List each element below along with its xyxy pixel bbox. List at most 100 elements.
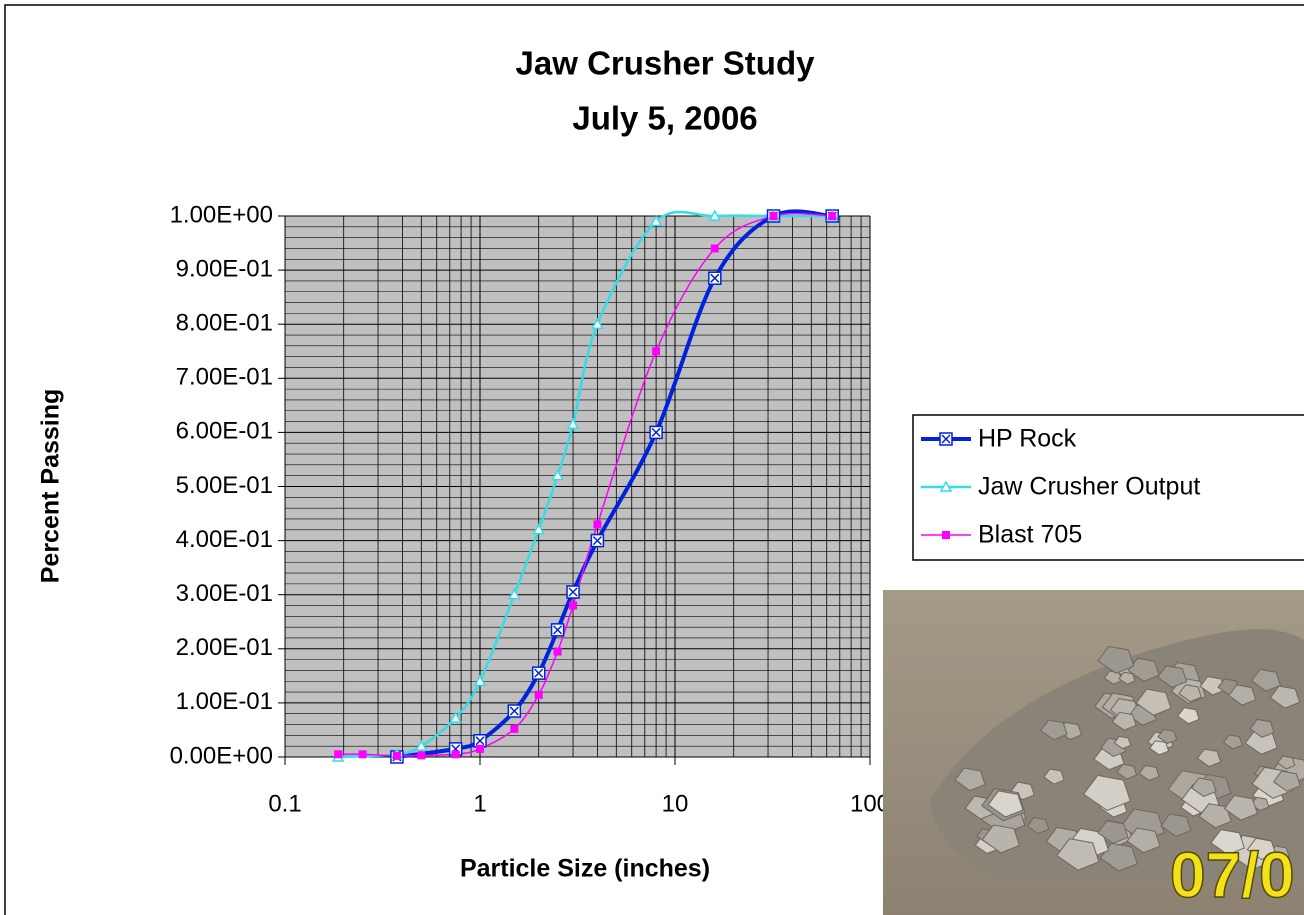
legend-marker <box>939 432 953 446</box>
rock <box>1097 645 1135 674</box>
marker-cross <box>475 736 485 746</box>
rock <box>1116 763 1138 780</box>
rock <box>1099 842 1138 872</box>
legend-marker <box>939 480 953 492</box>
legend-label: Blast 705 <box>978 521 1082 549</box>
chart-title: Jaw Crusher Study <box>516 45 816 82</box>
data-point <box>358 750 367 759</box>
marker-square <box>769 212 778 220</box>
data-point <box>507 704 522 718</box>
marker-triangle <box>415 739 428 751</box>
rock <box>1111 711 1137 731</box>
y-tick-label: 6.00E-01 <box>176 418 273 445</box>
marker-cross <box>710 273 720 283</box>
rock <box>954 767 986 792</box>
rock <box>987 790 1024 818</box>
data-point <box>551 469 564 481</box>
x-axis-label: Particle Size (inches) <box>460 855 710 883</box>
x-tick-label: 1 <box>473 790 486 817</box>
rock <box>1113 735 1132 750</box>
marker-square <box>392 751 401 760</box>
rock <box>1126 827 1161 854</box>
y-tick-label: 0.00E+00 <box>170 742 273 769</box>
rock <box>1082 774 1132 812</box>
data-point <box>769 212 778 220</box>
data-point <box>532 523 545 535</box>
series-line <box>338 212 833 757</box>
data-point <box>590 533 605 548</box>
marker-cross <box>534 668 544 678</box>
data-point <box>508 588 521 600</box>
marker-cross <box>651 427 661 437</box>
rock <box>1196 748 1222 768</box>
data-point <box>451 750 460 759</box>
legend-marker <box>942 531 950 539</box>
data-point <box>392 751 401 760</box>
rock <box>1249 718 1275 738</box>
y-tick-label: 3.00E-01 <box>176 580 273 607</box>
data-point <box>449 711 462 723</box>
rock <box>1228 684 1257 706</box>
rock <box>1276 755 1296 770</box>
marker-triangle <box>708 209 722 221</box>
data-point <box>531 666 546 680</box>
rock <box>1198 803 1232 829</box>
marker-triangle <box>591 317 604 329</box>
marker-triangle <box>566 417 580 430</box>
marker-square <box>710 244 719 253</box>
marker-square <box>553 647 562 656</box>
rock <box>1176 707 1200 725</box>
marker-square <box>451 750 460 759</box>
marker-square <box>334 750 343 759</box>
legend-label: Jaw Crusher Output <box>978 473 1200 501</box>
marker-triangle <box>449 711 462 723</box>
legend-label: HP Rock <box>978 425 1077 453</box>
photo: 07/0 <box>883 590 1304 915</box>
rock <box>1043 768 1065 785</box>
marker-square <box>569 601 578 610</box>
rock <box>1157 728 1178 744</box>
rock <box>1178 684 1202 703</box>
rock <box>1157 665 1188 688</box>
rock <box>1223 794 1258 821</box>
y-tick-label: 2.00E-01 <box>176 634 273 661</box>
data-point <box>708 271 722 285</box>
marker-square <box>417 751 426 760</box>
rock <box>981 824 1021 854</box>
y-tick-label: 8.00E-01 <box>176 310 273 337</box>
marker-square <box>942 531 950 539</box>
marker-triangle <box>649 214 663 227</box>
marker-square <box>593 520 602 529</box>
data-point <box>510 724 519 733</box>
marker-square <box>358 750 367 759</box>
y-tick-label: 5.00E-01 <box>176 472 273 499</box>
rock <box>1149 740 1170 756</box>
marker-square <box>828 212 837 220</box>
marker-square <box>476 744 484 753</box>
y-tick-label: 9.00E-01 <box>176 255 273 282</box>
data-point <box>550 623 565 637</box>
legend-box <box>912 414 1304 561</box>
rock <box>1160 813 1192 837</box>
marker-cross <box>941 434 951 444</box>
rock <box>1210 829 1246 856</box>
marker-cross <box>568 587 578 597</box>
data-point <box>534 690 543 699</box>
rock <box>1135 688 1172 716</box>
data-point <box>649 214 663 227</box>
data-point <box>649 425 663 440</box>
rock <box>1246 837 1277 861</box>
data-point <box>710 244 719 253</box>
rock <box>1190 777 1217 798</box>
rock <box>1118 671 1136 685</box>
chart-subtitle: July 5, 2006 <box>572 100 757 137</box>
marker-square <box>534 690 543 699</box>
rock <box>1272 770 1301 792</box>
marker-cross <box>553 625 563 635</box>
marker-square <box>510 724 519 733</box>
marker-triangle <box>532 523 545 535</box>
data-point <box>569 601 578 610</box>
rock <box>1222 734 1243 750</box>
data-point <box>708 209 722 221</box>
data-point <box>476 744 484 753</box>
